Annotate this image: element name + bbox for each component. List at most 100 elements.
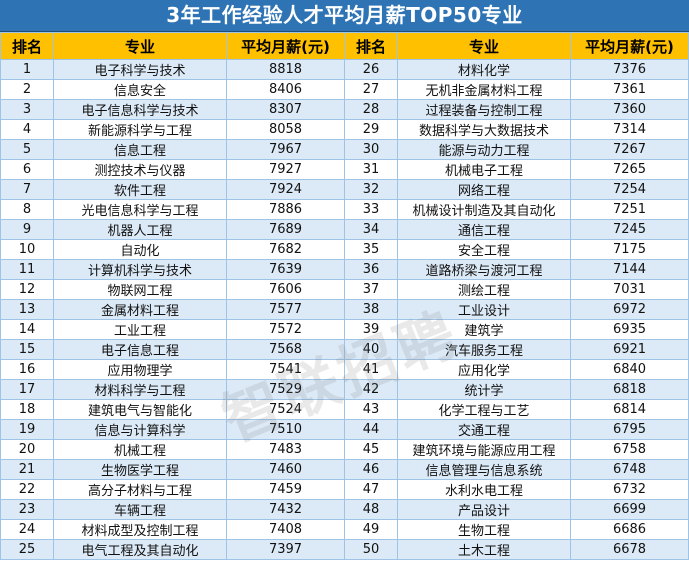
cell-rank-right: 30 bbox=[344, 139, 398, 160]
cell-salary-left: 7689 bbox=[226, 219, 345, 240]
header-rank-left: 排名 bbox=[0, 32, 54, 60]
cell-major-right: 生物工程 bbox=[397, 519, 571, 540]
cell-rank-right: 42 bbox=[344, 379, 398, 400]
table-row: 1 电子科学与技术 8818 26 材料化学 7376 bbox=[0, 59, 689, 80]
cell-salary-left: 8818 bbox=[226, 59, 345, 80]
cell-rank-right: 32 bbox=[344, 179, 398, 200]
cell-salary-left: 7529 bbox=[226, 379, 345, 400]
cell-rank-right: 45 bbox=[344, 439, 398, 460]
header-salary-right: 平均月薪(元) bbox=[570, 32, 689, 60]
cell-salary-left: 7397 bbox=[226, 539, 345, 560]
cell-rank-left: 18 bbox=[0, 399, 54, 420]
cell-major-right: 材料化学 bbox=[397, 59, 571, 80]
cell-major-right: 应用化学 bbox=[397, 359, 571, 380]
cell-major-right: 信息管理与信息系统 bbox=[397, 459, 571, 480]
cell-salary-right: 6686 bbox=[570, 519, 689, 540]
cell-major-left: 电子信息科学与技术 bbox=[53, 99, 227, 120]
table-row: 10 自动化 7682 35 安全工程 7175 bbox=[0, 239, 689, 260]
cell-rank-right: 46 bbox=[344, 459, 398, 480]
header-salary-left: 平均月薪(元) bbox=[226, 32, 345, 60]
table-row: 6 测控技术与仪器 7927 31 机械电子工程 7265 bbox=[0, 159, 689, 180]
cell-major-right: 机械电子工程 bbox=[397, 159, 571, 180]
cell-major-left: 软件工程 bbox=[53, 179, 227, 200]
header-major-right: 专业 bbox=[397, 32, 571, 60]
table-row: 25 电气工程及其自动化 7397 50 土木工程 6678 bbox=[0, 539, 689, 560]
cell-salary-left: 7682 bbox=[226, 239, 345, 260]
cell-rank-right: 29 bbox=[344, 119, 398, 140]
cell-rank-left: 12 bbox=[0, 279, 54, 300]
cell-salary-right: 6732 bbox=[570, 479, 689, 500]
cell-salary-left: 7924 bbox=[226, 179, 345, 200]
cell-salary-left: 7483 bbox=[226, 439, 345, 460]
header-rank-right: 排名 bbox=[344, 32, 398, 60]
cell-rank-right: 47 bbox=[344, 479, 398, 500]
cell-major-left: 物联网工程 bbox=[53, 279, 227, 300]
cell-salary-right: 7254 bbox=[570, 179, 689, 200]
cell-major-right: 统计学 bbox=[397, 379, 571, 400]
table-row: 7 软件工程 7924 32 网络工程 7254 bbox=[0, 179, 689, 200]
cell-rank-left: 10 bbox=[0, 239, 54, 260]
cell-salary-left: 8406 bbox=[226, 79, 345, 100]
cell-major-right: 土木工程 bbox=[397, 539, 571, 560]
cell-salary-right: 6921 bbox=[570, 339, 689, 360]
cell-rank-left: 11 bbox=[0, 259, 54, 280]
cell-major-left: 应用物理学 bbox=[53, 359, 227, 380]
cell-major-right: 建筑环境与能源应用工程 bbox=[397, 439, 571, 460]
cell-rank-left: 23 bbox=[0, 499, 54, 520]
table-row: 18 建筑电气与智能化 7524 43 化学工程与工艺 6814 bbox=[0, 399, 689, 420]
cell-salary-left: 7886 bbox=[226, 199, 345, 220]
cell-salary-right: 7265 bbox=[570, 159, 689, 180]
cell-major-right: 道路桥梁与渡河工程 bbox=[397, 259, 571, 280]
cell-salary-left: 7408 bbox=[226, 519, 345, 540]
cell-major-left: 信息工程 bbox=[53, 139, 227, 160]
cell-rank-left: 17 bbox=[0, 379, 54, 400]
cell-rank-right: 28 bbox=[344, 99, 398, 120]
cell-major-left: 机械工程 bbox=[53, 439, 227, 460]
table-body: 1 电子科学与技术 8818 26 材料化学 7376 2 信息安全 8406 27 无机非金属材料… bbox=[0, 59, 689, 560]
cell-major-right: 工业设计 bbox=[397, 299, 571, 320]
table-row: 17 材料科学与工程 7529 42 统计学 6818 bbox=[0, 379, 689, 400]
cell-major-right: 网络工程 bbox=[397, 179, 571, 200]
cell-rank-right: 41 bbox=[344, 359, 398, 380]
cell-salary-right: 6935 bbox=[570, 319, 689, 340]
cell-rank-left: 22 bbox=[0, 479, 54, 500]
cell-major-right: 无机非金属材料工程 bbox=[397, 79, 571, 100]
cell-salary-right: 6678 bbox=[570, 539, 689, 560]
cell-major-right: 能源与动力工程 bbox=[397, 139, 571, 160]
cell-major-right: 数据科学与大数据技术 bbox=[397, 119, 571, 140]
cell-salary-left: 7639 bbox=[226, 259, 345, 280]
cell-major-right: 交通工程 bbox=[397, 419, 571, 440]
cell-major-left: 电子信息工程 bbox=[53, 339, 227, 360]
cell-salary-right: 6758 bbox=[570, 439, 689, 460]
cell-rank-left: 4 bbox=[0, 119, 54, 140]
cell-salary-right: 7360 bbox=[570, 99, 689, 120]
cell-major-left: 车辆工程 bbox=[53, 499, 227, 520]
cell-major-right: 安全工程 bbox=[397, 239, 571, 260]
table-row: 19 信息与计算科学 7510 44 交通工程 6795 bbox=[0, 419, 689, 440]
cell-salary-right: 7251 bbox=[570, 199, 689, 220]
cell-major-right: 机械设计制造及其自动化 bbox=[397, 199, 571, 220]
cell-rank-right: 44 bbox=[344, 419, 398, 440]
header-row: 排名 专业 平均月薪(元) 排名 专业 平均月薪(元) bbox=[0, 32, 689, 60]
cell-major-left: 生物医学工程 bbox=[53, 459, 227, 480]
cell-salary-left: 7459 bbox=[226, 479, 345, 500]
cell-rank-right: 38 bbox=[344, 299, 398, 320]
cell-salary-right: 6814 bbox=[570, 399, 689, 420]
cell-major-left: 高分子材料与工程 bbox=[53, 479, 227, 500]
cell-rank-right: 49 bbox=[344, 519, 398, 540]
cell-rank-left: 19 bbox=[0, 419, 54, 440]
cell-rank-left: 13 bbox=[0, 299, 54, 320]
cell-major-right: 水利水电工程 bbox=[397, 479, 571, 500]
table-row: 3 电子信息科学与技术 8307 28 过程装备与控制工程 7360 bbox=[0, 99, 689, 120]
cell-major-right: 通信工程 bbox=[397, 219, 571, 240]
cell-salary-left: 7606 bbox=[226, 279, 345, 300]
table-row: 16 应用物理学 7541 41 应用化学 6840 bbox=[0, 359, 689, 380]
cell-major-left: 测控技术与仪器 bbox=[53, 159, 227, 180]
cell-salary-left: 7432 bbox=[226, 499, 345, 520]
cell-rank-left: 1 bbox=[0, 59, 54, 80]
cell-major-right: 汽车服务工程 bbox=[397, 339, 571, 360]
cell-salary-left: 7572 bbox=[226, 319, 345, 340]
cell-rank-right: 40 bbox=[344, 339, 398, 360]
cell-salary-right: 6840 bbox=[570, 359, 689, 380]
cell-major-left: 金属材料工程 bbox=[53, 299, 227, 320]
